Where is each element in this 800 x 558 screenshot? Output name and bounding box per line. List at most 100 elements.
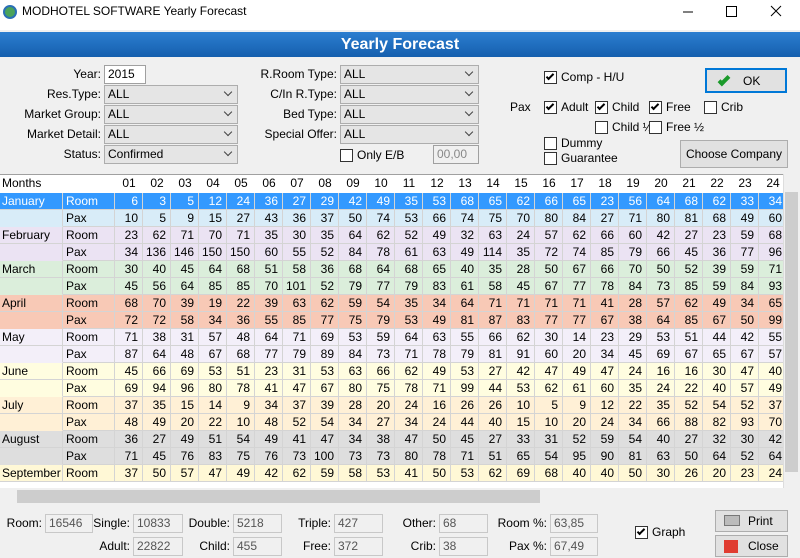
- value-cell: 41: [591, 295, 619, 312]
- checkbox[interactable]: [704, 101, 717, 114]
- value-cell: 62: [311, 295, 339, 312]
- value-cell: 24: [591, 414, 619, 431]
- value-cell: 68: [395, 261, 423, 278]
- total-label: Free:: [302, 539, 331, 553]
- value-cell: 47: [283, 380, 311, 397]
- value-cell: 50: [731, 312, 759, 329]
- dropdown[interactable]: Confirmed: [104, 145, 238, 164]
- value-cell: 49: [255, 431, 283, 448]
- value-cell: 24: [647, 380, 675, 397]
- value-cell: 22: [227, 295, 255, 312]
- value-cell: 71: [563, 295, 591, 312]
- text-field[interactable]: 00,00: [433, 145, 479, 164]
- value-cell: 59: [703, 278, 731, 295]
- dropdown[interactable]: ALL: [340, 125, 479, 144]
- value-cell: 71: [395, 346, 423, 363]
- value-cell: 37: [115, 397, 143, 414]
- dropdown[interactable]: ALL: [104, 105, 238, 124]
- text-field[interactable]: 2015: [104, 65, 146, 84]
- value-cell: 50: [675, 448, 703, 465]
- value-cell: 84: [339, 346, 367, 363]
- checkbox[interactable]: [544, 71, 557, 84]
- value-cell: 33: [731, 193, 759, 210]
- value-cell: 47: [311, 431, 339, 448]
- value-cell: 63: [647, 448, 675, 465]
- month-cell: [0, 414, 63, 431]
- value-cell: 35: [395, 193, 423, 210]
- value-cell: 33: [507, 431, 535, 448]
- total-value: 67,49: [550, 537, 598, 556]
- vertical-thumb[interactable]: [785, 192, 798, 472]
- dropdown[interactable]: ALL: [340, 65, 479, 84]
- value-cell: 95: [563, 448, 591, 465]
- close-button[interactable]: Close: [715, 535, 788, 557]
- value-cell: 62: [143, 227, 171, 244]
- value-cell: 70: [255, 278, 283, 295]
- month-cell: April: [0, 295, 63, 312]
- value-cell: 61: [563, 380, 591, 397]
- value-cell: 81: [479, 346, 507, 363]
- value-cell: 72: [535, 244, 563, 261]
- checkbox[interactable]: [595, 101, 608, 114]
- dropdown[interactable]: ALL: [340, 105, 479, 124]
- value-cell: 66: [591, 227, 619, 244]
- value-cell: 28: [619, 295, 647, 312]
- close-window[interactable]: [770, 5, 782, 17]
- checkbox[interactable]: [544, 152, 557, 165]
- value-cell: 42: [339, 193, 367, 210]
- dropdown[interactable]: ALL: [340, 85, 479, 104]
- total-label: Crib:: [410, 539, 436, 553]
- month-cell: January: [0, 193, 63, 210]
- value-cell: 61: [395, 244, 423, 261]
- value-cell: 87: [115, 346, 143, 363]
- value-cell: 48: [171, 346, 199, 363]
- checkbox[interactable]: [649, 101, 662, 114]
- horizontal-thumb[interactable]: [17, 490, 540, 503]
- value-cell: 50: [423, 465, 451, 482]
- value-cell: 62: [507, 329, 535, 346]
- value-cell: 35: [311, 227, 339, 244]
- column-header: 04: [206, 176, 220, 190]
- checkbox[interactable]: [544, 137, 557, 150]
- value-cell: 69: [311, 329, 339, 346]
- value-cell: 88: [675, 414, 703, 431]
- value-cell: 27: [479, 363, 507, 380]
- value-cell: 77: [535, 312, 563, 329]
- value-cell: 29: [619, 329, 647, 346]
- print-button[interactable]: Print: [715, 510, 788, 532]
- row-kind: Room: [63, 397, 115, 414]
- maximize[interactable]: [726, 6, 737, 17]
- value-cell: 75: [339, 312, 367, 329]
- value-cell: 72: [115, 312, 143, 329]
- value-cell: 73: [367, 346, 395, 363]
- value-cell: 41: [255, 380, 283, 397]
- value-cell: 84: [339, 244, 367, 261]
- checkbox[interactable]: [595, 121, 608, 134]
- ok-button[interactable]: OK: [705, 68, 787, 93]
- value-cell: 79: [395, 278, 423, 295]
- value-cell: 66: [647, 244, 675, 261]
- value-cell: 27: [675, 227, 703, 244]
- dropdown[interactable]: ALL: [104, 125, 238, 144]
- field-label: Special Offer:: [264, 127, 337, 141]
- value-cell: 68: [759, 227, 783, 244]
- month-cell: [0, 312, 63, 329]
- dropdown[interactable]: ALL: [104, 85, 238, 104]
- checkbox[interactable]: [340, 149, 353, 162]
- field-label: R.Room Type:: [260, 67, 337, 81]
- value-cell: 23: [591, 193, 619, 210]
- row-kind: Pax: [63, 448, 115, 465]
- checkbox[interactable]: [649, 121, 662, 134]
- header: Yearly Forecast: [0, 32, 800, 57]
- value-cell: 100: [311, 448, 339, 465]
- value-cell: 26: [675, 465, 703, 482]
- checkbox[interactable]: [635, 526, 648, 539]
- value-cell: 15: [507, 414, 535, 431]
- total-value: 455: [233, 537, 282, 556]
- value-cell: 26: [479, 397, 507, 414]
- value-cell: 42: [647, 227, 675, 244]
- checkbox[interactable]: [544, 101, 557, 114]
- value-cell: 75: [227, 448, 255, 465]
- choose-company-button[interactable]: Choose Company: [680, 140, 788, 168]
- close-icon: [724, 540, 738, 553]
